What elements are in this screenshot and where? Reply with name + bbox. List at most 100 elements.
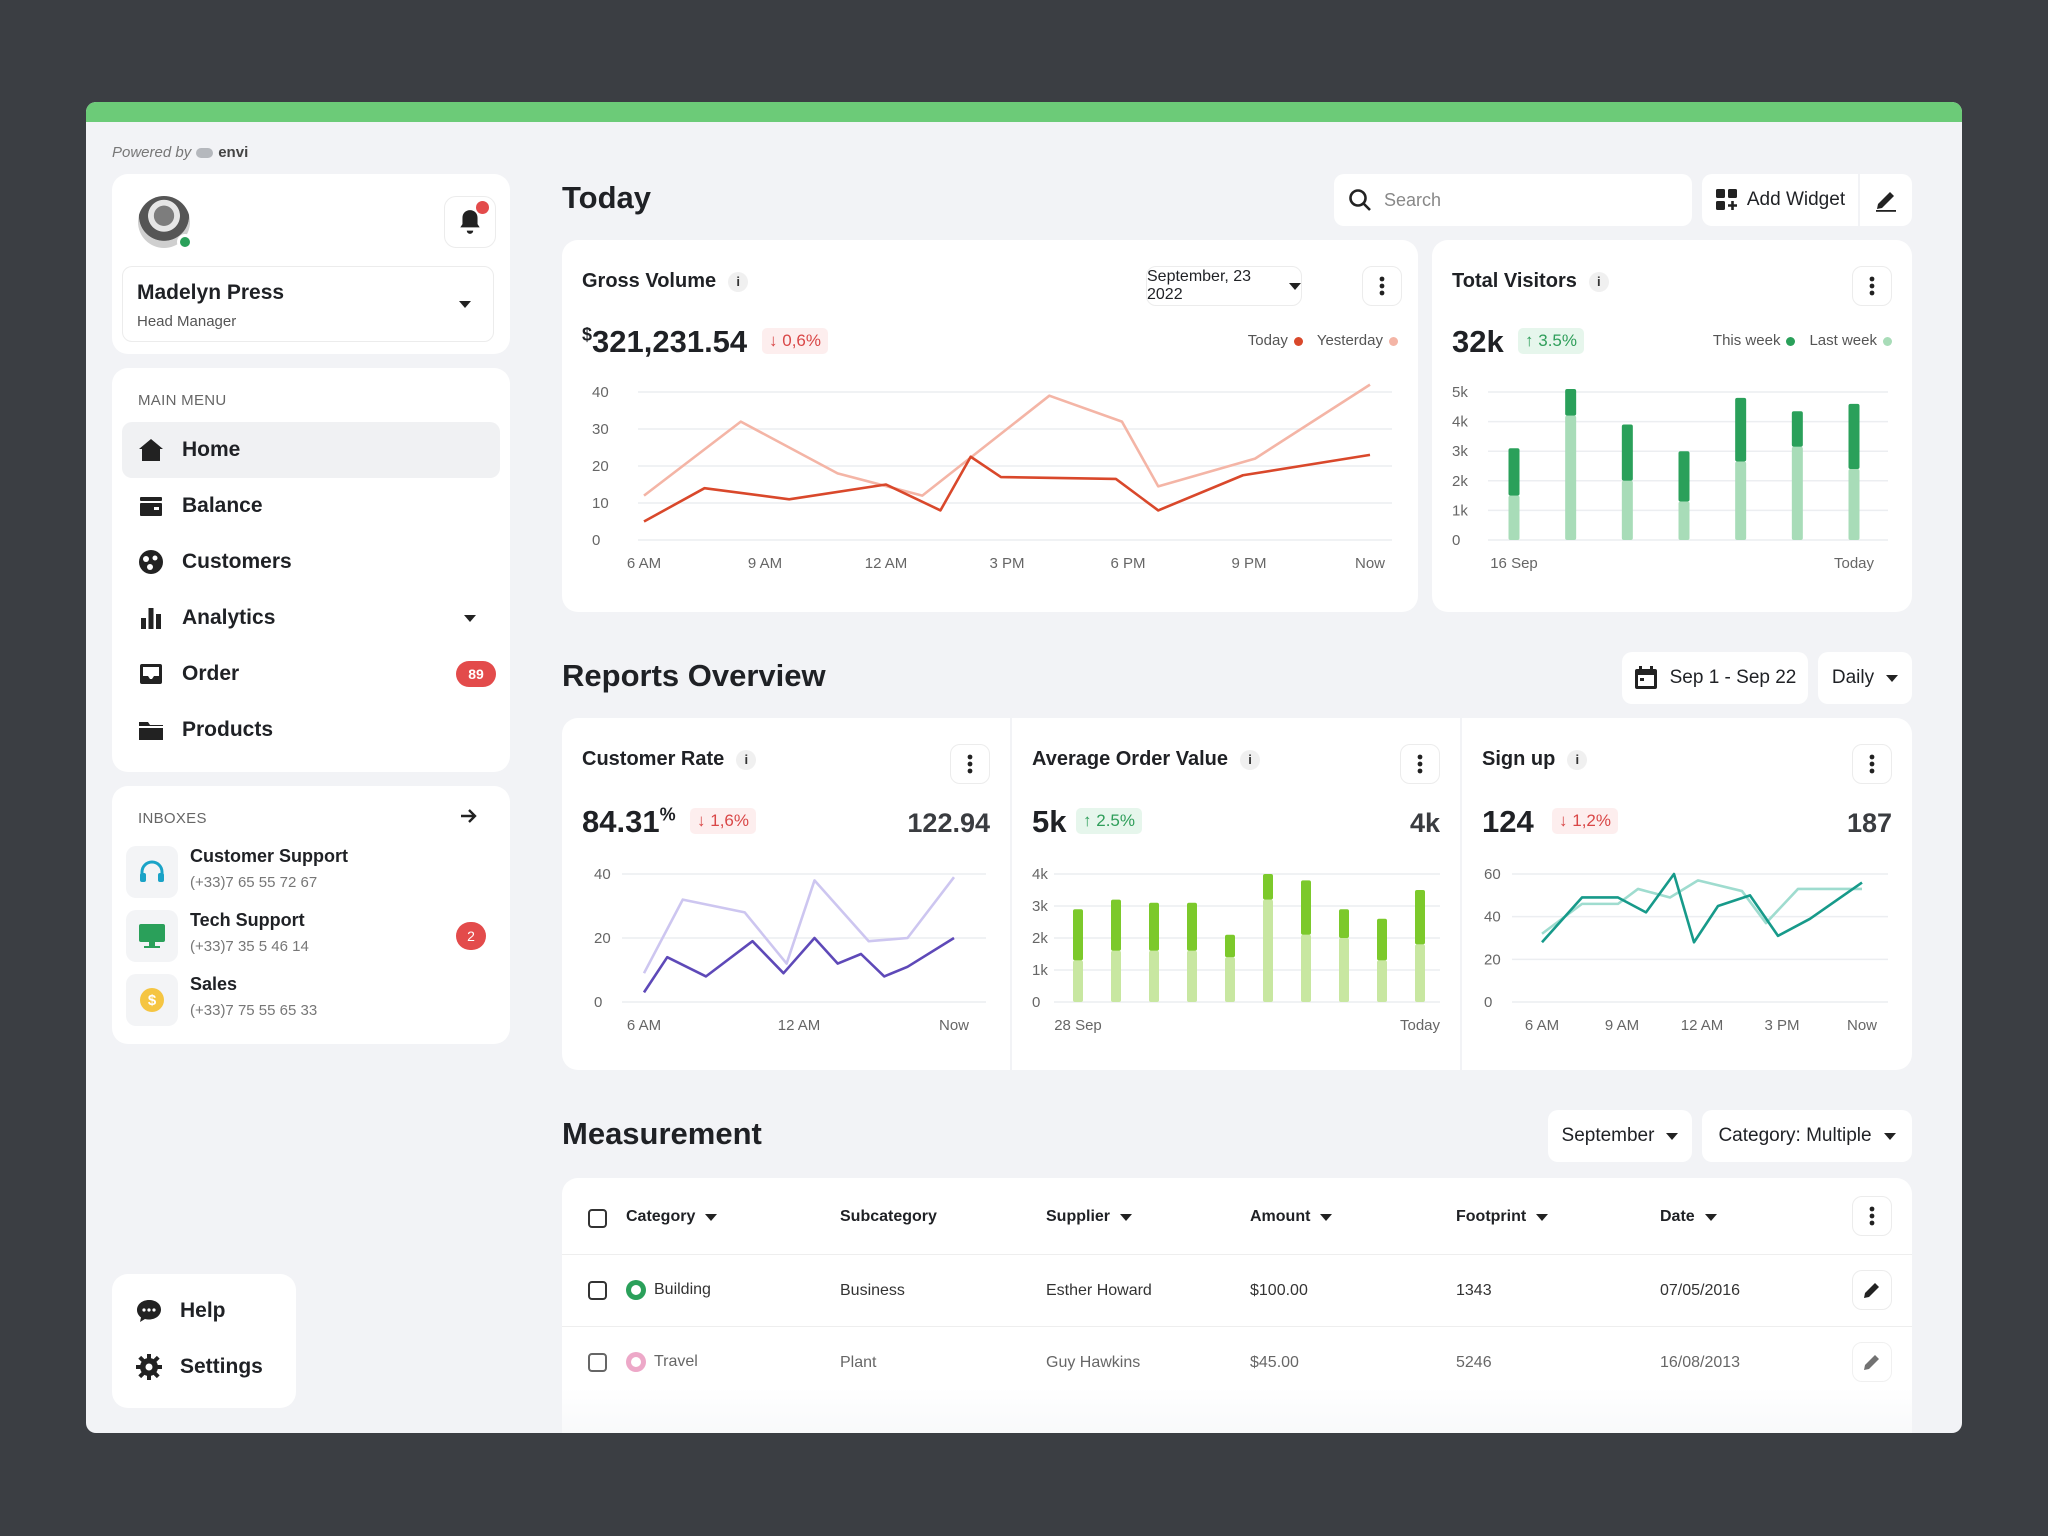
bar-segment <box>1791 446 1803 540</box>
info-icon[interactable]: i <box>1588 271 1609 292</box>
legend-dot <box>1389 336 1398 346</box>
inbox-tech-support[interactable]: Tech Support (+33)7 35 5 46 14 2 <box>126 906 498 966</box>
sort-icon <box>1320 1213 1333 1221</box>
period-value: Daily <box>1831 667 1875 688</box>
divider <box>562 1326 1912 1327</box>
delta-value: 0,6% <box>782 331 821 350</box>
table-options-button[interactable] <box>1852 1196 1892 1236</box>
measurement-table: Category Subcategory Supplier Amount Foo… <box>562 1178 1912 1433</box>
divider <box>1010 718 1012 1070</box>
x-tick-label: 12 AM <box>778 1017 821 1034</box>
column-header-supplier[interactable]: Supplier <box>1046 1208 1133 1226</box>
category-filter-select[interactable]: Category: Multiple <box>1702 1110 1912 1162</box>
info-icon[interactable]: i <box>1240 749 1261 770</box>
more-options-button[interactable] <box>1400 744 1440 784</box>
delta-badge: ↓ 1,6% <box>690 808 756 834</box>
y-tick-label: 0 <box>594 994 602 1011</box>
x-tick-label: 6 AM <box>627 555 661 572</box>
delta-value: 2.5% <box>1096 811 1135 830</box>
inbox-customer-support[interactable]: Customer Support (+33)7 65 55 72 67 <box>126 842 498 902</box>
period-select[interactable]: Daily <box>1818 652 1912 704</box>
bar-segment <box>1508 495 1520 540</box>
date-range-picker[interactable]: Sep 1 - Sep 22 <box>1622 652 1808 704</box>
bar-segment <box>1225 934 1235 958</box>
amount-cell: $45.00 <box>1250 1354 1299 1371</box>
y-tick-label: 0 <box>1484 994 1492 1011</box>
column-header-date[interactable]: Date <box>1660 1208 1717 1226</box>
menu-item-order[interactable]: Order 89 <box>122 646 500 702</box>
column-header-amount[interactable]: Amount <box>1250 1208 1333 1226</box>
kebab-icon <box>1379 276 1385 296</box>
menu-item-balance[interactable]: Balance <box>122 478 500 534</box>
bar-segment <box>1415 944 1425 1002</box>
series-line <box>642 936 955 994</box>
menu-item-customers[interactable]: Customers <box>122 534 500 590</box>
legend-label: Today <box>1247 332 1288 349</box>
bar-chart-icon <box>138 605 164 631</box>
info-icon[interactable]: i <box>736 749 757 770</box>
search-box[interactable] <box>1334 174 1692 226</box>
menu-item-products[interactable]: Products <box>122 702 500 758</box>
more-options-button[interactable] <box>1852 744 1892 784</box>
window-accent-bar <box>86 102 1962 122</box>
settings-link[interactable]: Settings <box>136 1354 263 1380</box>
column-header-footprint[interactable]: Footprint <box>1456 1208 1549 1226</box>
sign-up-title: Sign up <box>1482 748 1556 770</box>
bar-segment <box>1565 415 1577 540</box>
date-range-value: Sep 1 - Sep 22 <box>1669 667 1797 688</box>
help-link[interactable]: Help <box>136 1298 226 1324</box>
menu-item-home[interactable]: Home <box>122 422 500 478</box>
info-icon[interactable]: i <box>728 271 749 292</box>
add-widget-button[interactable]: Add Widget <box>1702 174 1858 226</box>
bar-segment <box>1735 397 1747 462</box>
avg-order-secondary: 4k <box>1409 808 1440 838</box>
bell-icon <box>460 210 480 234</box>
y-tick-label: 3k <box>1452 443 1468 460</box>
table-row: Building Business Esther Howard $100.00 … <box>562 1254 1912 1326</box>
bar-segment <box>1111 899 1121 951</box>
total-visitors-chart: 0 1k 2k 3k 4k 5k 16 Sep Today <box>1452 384 1888 572</box>
user-name: Madelyn Press <box>137 281 285 304</box>
search-input[interactable] <box>1384 189 1674 211</box>
select-all-checkbox[interactable] <box>588 1209 607 1228</box>
avatar[interactable] <box>138 196 193 250</box>
more-options-button[interactable] <box>1852 266 1892 306</box>
sign-up-value: 124 <box>1482 804 1534 839</box>
row-checkbox[interactable] <box>588 1353 607 1372</box>
row-checkbox[interactable] <box>588 1281 607 1300</box>
date-cell: 07/05/2016 <box>1660 1282 1741 1299</box>
arrow-right-icon[interactable] <box>460 808 478 824</box>
inbox-sales[interactable]: $ Sales (+33)7 75 55 65 33 <box>126 970 498 1030</box>
user-switcher[interactable]: Madelyn Press Head Manager <box>122 266 494 342</box>
more-options-button[interactable] <box>950 744 990 784</box>
pencil-icon <box>1864 1355 1879 1370</box>
page-title: Today <box>562 180 651 215</box>
bar-segment <box>1263 874 1273 900</box>
sort-icon <box>1704 1213 1717 1221</box>
y-tick-label: 2k <box>1032 930 1048 947</box>
notification-button[interactable] <box>444 196 496 248</box>
column-header-category[interactable]: Category <box>626 1208 718 1226</box>
edit-dashboard-button[interactable] <box>1860 174 1912 226</box>
menu-label-home: Home <box>182 438 241 461</box>
bar-segment <box>1225 957 1235 1002</box>
date-picker[interactable]: September, 23 2022 <box>1146 266 1302 306</box>
info-icon[interactable]: i <box>1567 749 1588 770</box>
bar-segment <box>1735 461 1747 540</box>
bar-segment <box>1187 902 1197 951</box>
more-options-button[interactable] <box>1362 266 1402 306</box>
bar-segment <box>1377 960 1387 1002</box>
amount-value: 321,231.54 <box>592 324 748 359</box>
bar-segment <box>1848 468 1860 540</box>
column-label: Category <box>626 1208 696 1225</box>
bar-segment <box>1187 950 1197 1002</box>
subcategory-cell: Business <box>840 1282 905 1299</box>
dollar-coin-icon: $ <box>126 974 178 1026</box>
menu-item-analytics[interactable]: Analytics <box>122 590 500 646</box>
edit-row-button[interactable] <box>1852 1270 1892 1310</box>
bar-segment <box>1678 501 1690 540</box>
y-tick-label: 4k <box>1452 414 1468 431</box>
month-select[interactable]: September <box>1548 1110 1692 1162</box>
edit-row-button[interactable] <box>1852 1342 1892 1382</box>
legend-dot <box>1293 336 1303 346</box>
